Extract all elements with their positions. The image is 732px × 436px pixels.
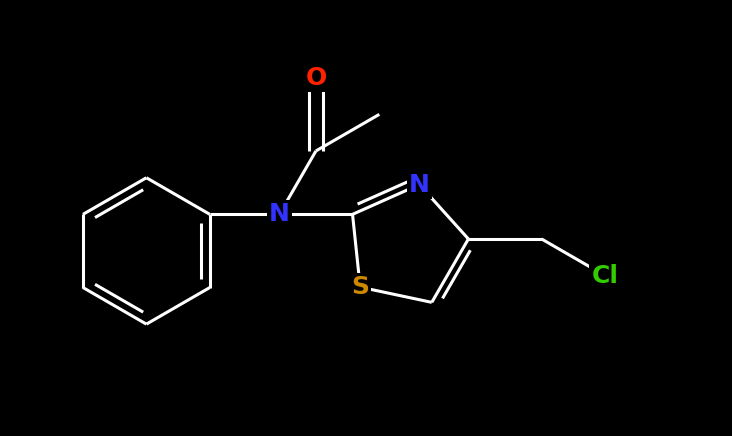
Text: N: N <box>409 173 430 197</box>
Text: S: S <box>351 275 369 299</box>
Text: N: N <box>269 202 290 226</box>
Text: O: O <box>305 66 326 90</box>
Text: Cl: Cl <box>591 264 619 288</box>
